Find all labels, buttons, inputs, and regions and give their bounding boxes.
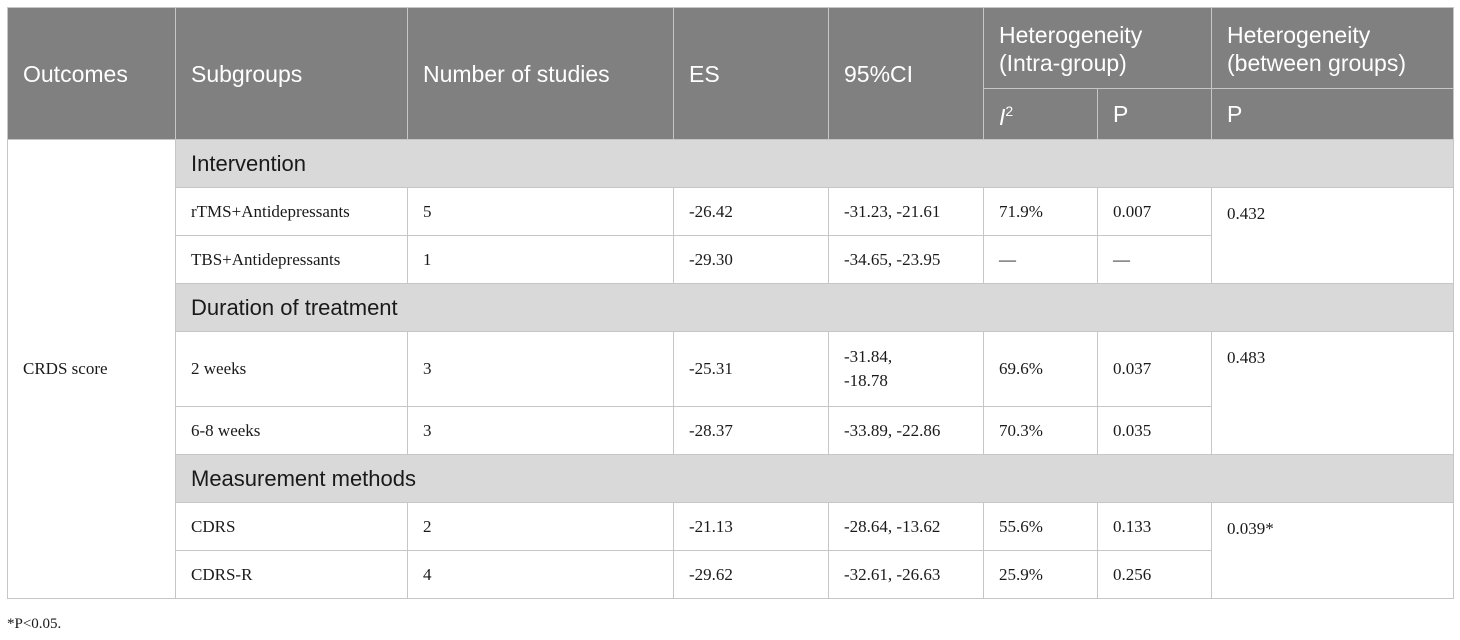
outcome-cell: CRDS score bbox=[7, 139, 176, 599]
header-heterogeneity-intra-line2: (Intra-group) bbox=[999, 50, 1127, 76]
i2-cell: 55.6% bbox=[983, 502, 1098, 551]
ci-cell: -31.84, -18.78 bbox=[828, 331, 984, 407]
n-cell: 1 bbox=[407, 235, 674, 284]
i2-cell: 69.6% bbox=[983, 331, 1098, 407]
n-cell: 3 bbox=[407, 331, 674, 407]
header-subgroups: Subgroups bbox=[175, 7, 408, 140]
header-p-between: P bbox=[1211, 88, 1455, 140]
header-heterogeneity-between-line1: Heterogeneity bbox=[1227, 22, 1371, 48]
n-cell: 2 bbox=[407, 502, 674, 551]
ci-cell: -33.89, -22.86 bbox=[828, 406, 984, 455]
section-header: Duration of treatment bbox=[174, 283, 1455, 332]
table-row: CDRS-R 4 -29.62 -32.61, -26.63 25.9% 0.2… bbox=[8, 550, 1454, 599]
ci-line1: -31.84, bbox=[844, 347, 893, 366]
table-row: 2 weeks 3 -25.31 -31.84, -18.78 69.6% 0.… bbox=[8, 331, 1455, 455]
table-row: TBS+Antidepressants 1 -29.30 -34.65, -23… bbox=[8, 235, 1454, 284]
header-heterogeneity-intra: Heterogeneity (Intra-group) bbox=[982, 7, 1213, 89]
p-cell: — bbox=[1096, 235, 1213, 284]
es-cell: -28.37 bbox=[673, 406, 829, 455]
subgroup-cell: TBS+Antidepressants bbox=[175, 235, 408, 284]
subgroup-cell: rTMS+Antidepressants bbox=[175, 187, 408, 236]
header-es: ES bbox=[673, 7, 829, 140]
n-cell: 5 bbox=[407, 187, 674, 236]
ci-cell: -28.64, -13.62 bbox=[828, 502, 984, 551]
ci-cell: -31.23, -21.61 bbox=[828, 187, 984, 236]
p-cell: 0.256 bbox=[1096, 550, 1213, 599]
es-cell: -26.42 bbox=[673, 187, 829, 236]
ci-cell: -32.61, -26.63 bbox=[828, 550, 984, 599]
table-row: 6-8 weeks 3 -28.37 -33.89, -22.86 70.3% … bbox=[8, 406, 1454, 455]
header-i-superscript: 2 bbox=[1005, 103, 1014, 119]
between-p-cell: 0.039* bbox=[1211, 502, 1455, 599]
subgroup-cell: CDRS bbox=[175, 502, 408, 551]
header-p-intra: P bbox=[1096, 88, 1213, 140]
header-number-of-studies: Number of studies bbox=[407, 7, 674, 140]
table-footnote: *P<0.05. bbox=[7, 616, 62, 632]
header-outcomes: Outcomes bbox=[7, 7, 176, 140]
ci-line2: -18.78 bbox=[844, 371, 888, 390]
ci-cell: -34.65, -23.95 bbox=[828, 235, 984, 284]
header-heterogeneity-between-line2: (between groups) bbox=[1227, 50, 1407, 76]
i2-cell: 70.3% bbox=[983, 406, 1098, 455]
subgroup-cell: CDRS-R bbox=[175, 550, 408, 599]
i2-cell: 25.9% bbox=[983, 550, 1098, 599]
i2-cell: 71.9% bbox=[983, 187, 1098, 236]
p-cell: 0.007 bbox=[1096, 187, 1213, 236]
section-header: Intervention bbox=[174, 139, 1455, 188]
es-cell: -29.62 bbox=[673, 550, 829, 599]
between-p-cell: 0.483 bbox=[1211, 331, 1455, 455]
section-header: Measurement methods bbox=[174, 454, 1455, 503]
header-95ci: 95%CI bbox=[828, 7, 984, 140]
es-cell: -21.13 bbox=[673, 502, 829, 551]
es-cell: -25.31 bbox=[673, 331, 829, 407]
header-heterogeneity-intra-line1: Heterogeneity bbox=[999, 22, 1143, 48]
i2-cell: — bbox=[983, 235, 1098, 284]
n-cell: 4 bbox=[407, 550, 674, 599]
p-cell: 0.133 bbox=[1096, 502, 1213, 551]
p-cell: 0.035 bbox=[1096, 406, 1213, 455]
subgroup-cell: 6-8 weeks bbox=[175, 406, 408, 455]
subgroup-analysis-table: Outcomes Subgroups Number of studies ES … bbox=[7, 7, 1455, 599]
p-cell: 0.037 bbox=[1096, 331, 1213, 407]
header-i-squared: I2 bbox=[983, 88, 1098, 140]
subgroup-cell: 2 weeks bbox=[175, 331, 408, 407]
header-heterogeneity-between: Heterogeneity (between groups) bbox=[1211, 7, 1455, 89]
es-cell: -29.30 bbox=[673, 235, 829, 284]
table-row: rTMS+Antidepressants 5 -26.42 -31.23, -2… bbox=[8, 187, 1455, 284]
table-row: CDRS 2 -21.13 -28.64, -13.62 55.6% 0.133… bbox=[8, 502, 1455, 599]
header-i-letter: I bbox=[999, 104, 1006, 130]
n-cell: 3 bbox=[407, 406, 674, 455]
between-p-cell: 0.432 bbox=[1211, 187, 1455, 284]
